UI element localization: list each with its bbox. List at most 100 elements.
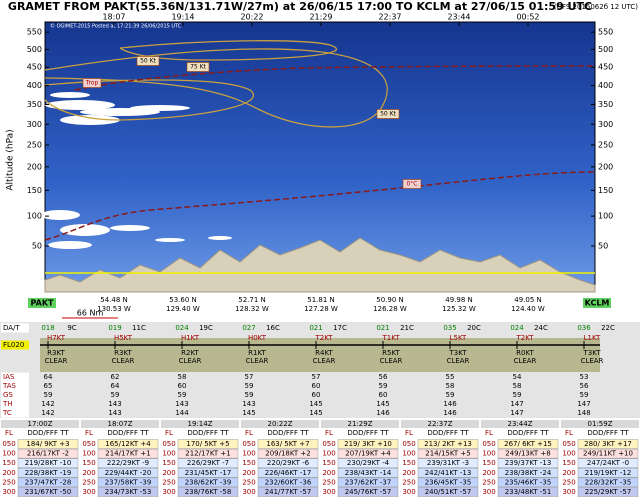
head-wind: H7KT [47, 334, 66, 342]
level: 150 [242, 459, 255, 467]
level: 150 [2, 459, 15, 467]
level: 200 [82, 469, 95, 477]
y2-tick-label: 50 [598, 241, 608, 250]
waypoint-lat: 52.71 N [238, 296, 266, 304]
cross-wind: R3KT [47, 349, 65, 357]
speed-tas: 65 [44, 382, 53, 390]
level: 100 [562, 450, 575, 458]
freezing-label-box [402, 179, 422, 189]
temperature: 20C [467, 324, 481, 332]
row-box [577, 439, 639, 449]
waypoint-lat: 54.48 N [100, 296, 128, 304]
row-label: TC [2, 409, 12, 417]
trop-label: Trop [85, 80, 99, 87]
row-box [97, 439, 159, 449]
speed-ias: 64 [44, 373, 53, 381]
row-box [17, 448, 79, 459]
wind-temp: 242/41KT -13 [425, 469, 472, 477]
head-wind: L5KT [450, 334, 467, 342]
col-header-fl: FL [565, 429, 573, 437]
terrain [44, 237, 596, 293]
y2-tick-label: 150 [598, 186, 613, 195]
contour-label-box [376, 109, 400, 119]
row-box [417, 487, 479, 497]
row-box [17, 468, 79, 478]
level: 150 [82, 459, 95, 467]
airport-label: PAKT [31, 299, 55, 308]
block-header-box [481, 420, 559, 428]
row-box [337, 487, 399, 497]
speed-th: 147 [577, 400, 590, 408]
block-time: 01:59Z [588, 420, 613, 428]
density-altitude: 024 [510, 324, 524, 332]
block-header-box [321, 420, 399, 428]
speed-tc: 142 [41, 409, 54, 417]
speed-th: 143 [175, 400, 188, 408]
row-label-box [1, 323, 29, 333]
row-box [17, 439, 79, 449]
col-header-fl: FL [485, 429, 493, 437]
level: 300 [82, 488, 95, 496]
cross-wind: R5KT [382, 349, 400, 357]
y2-tick-label: 250 [598, 140, 613, 149]
speed-tas: 60 [312, 382, 321, 390]
y2-tick-label: 450 [598, 63, 613, 72]
model-run: (GFS 2015062б 12 UTC) [554, 3, 638, 11]
col-header-fl: FL [85, 429, 93, 437]
block-time: 19:14Z [188, 420, 213, 428]
level: 250 [402, 478, 415, 486]
wind-temp: 236/45KT -35 [425, 478, 472, 486]
wind-temp: 237/47KT -28 [25, 478, 72, 486]
speed-tas: 56 [580, 382, 589, 390]
row-label: TH [2, 400, 13, 408]
speed-ias: 57 [312, 373, 321, 381]
sky: CLEAR [246, 357, 269, 365]
speed-th: 142 [41, 400, 54, 408]
speed-tc: 145 [309, 409, 322, 417]
level: 100 [242, 450, 255, 458]
y-tick-label: 150 [27, 186, 42, 195]
density-altitude: 018 [41, 324, 54, 332]
row-box [577, 458, 639, 468]
speed-tc: 147 [510, 409, 523, 417]
level: 050 [242, 440, 255, 448]
wind-temp: 231/67KT -50 [25, 488, 72, 496]
wind-temp: 214/17KT +1 [105, 450, 151, 458]
wind-temp: 163/ 5KT +7 [266, 440, 309, 448]
speed-tas: 59 [245, 382, 254, 390]
speed-tas: 58 [446, 382, 455, 390]
temperature: 16C [266, 324, 280, 332]
level: 300 [242, 488, 255, 496]
speed-th: 146 [443, 400, 457, 408]
speed-ias: 54 [513, 373, 522, 381]
sky: CLEAR [514, 357, 537, 365]
level: 200 [562, 469, 575, 477]
wind-temp: 241/77KT -57 [265, 488, 312, 496]
speed-ias: 56 [379, 373, 388, 381]
level: 250 [82, 478, 95, 486]
row-label-box [1, 381, 29, 391]
level: 300 [482, 488, 495, 496]
speed-tas: 64 [111, 382, 120, 390]
col-header-fl: FL [5, 429, 13, 437]
wind-temp: 228/38KT -19 [25, 469, 72, 477]
wind-temp: 247/24KT -0 [587, 459, 629, 467]
temperature: 17C [333, 324, 347, 332]
level: 250 [162, 478, 175, 486]
row-box [417, 458, 479, 468]
row-label: FL020 [3, 341, 24, 349]
row-box [497, 448, 559, 459]
level: 100 [162, 450, 175, 458]
row-label: IAS [3, 373, 15, 381]
level: 050 [82, 440, 95, 448]
speed-gs: 59 [580, 391, 589, 399]
row-box [417, 477, 479, 488]
row-label: DA/T [3, 324, 20, 332]
cross-wind: R0KT [516, 349, 534, 357]
level: 200 [482, 469, 495, 477]
cross-wind: T3KT [582, 349, 601, 357]
sky: CLEAR [313, 357, 336, 365]
wind-temp: 219/28KT -10 [25, 459, 72, 467]
level: 200 [2, 469, 15, 477]
temperature: 22C [601, 324, 615, 332]
